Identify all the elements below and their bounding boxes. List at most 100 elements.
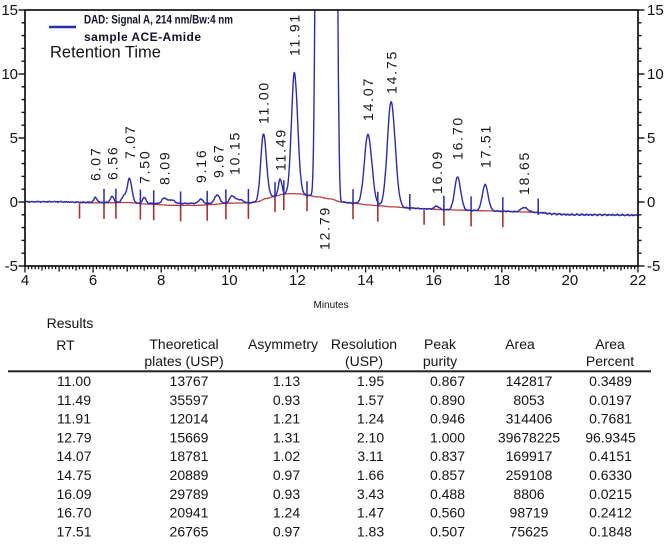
svg-text:0.3489: 0.3489 xyxy=(589,373,632,389)
svg-text:0.93: 0.93 xyxy=(273,486,300,502)
svg-text:10: 10 xyxy=(647,66,664,83)
svg-text:0.0197: 0.0197 xyxy=(589,392,632,408)
svg-text:0.93: 0.93 xyxy=(273,392,300,408)
svg-text:16.70: 16.70 xyxy=(450,116,466,160)
svg-text:RT: RT xyxy=(56,337,75,353)
svg-text:sample ACE-Amide: sample ACE-Amide xyxy=(84,30,201,44)
svg-text:0.890: 0.890 xyxy=(430,392,465,408)
svg-text:11.00: 11.00 xyxy=(57,373,91,389)
svg-text:1.57: 1.57 xyxy=(357,392,384,408)
svg-text:14: 14 xyxy=(357,272,374,289)
svg-text:11.91: 11.91 xyxy=(57,411,91,427)
svg-text:10: 10 xyxy=(1,66,18,83)
svg-text:26765: 26765 xyxy=(170,523,209,539)
svg-text:5: 5 xyxy=(647,130,655,147)
svg-text:8.09: 8.09 xyxy=(157,151,173,185)
svg-text:15: 15 xyxy=(1,2,18,19)
svg-text:17.51: 17.51 xyxy=(56,523,91,539)
svg-text:11.00: 11.00 xyxy=(256,81,272,124)
svg-text:Retention Time: Retention Time xyxy=(50,44,161,62)
svg-text:Results: Results xyxy=(47,315,94,331)
svg-text:12014: 12014 xyxy=(170,411,209,427)
svg-text:0: 0 xyxy=(647,194,655,211)
svg-text:15: 15 xyxy=(647,2,664,19)
svg-text:98719: 98719 xyxy=(510,505,549,521)
svg-text:10.15: 10.15 xyxy=(227,131,243,175)
svg-text:14.75: 14.75 xyxy=(56,467,91,483)
svg-text:96.9345: 96.9345 xyxy=(585,429,636,445)
svg-text:Asymmetry: Asymmetry xyxy=(248,336,318,352)
svg-text:0: 0 xyxy=(10,194,18,211)
svg-text:12.79: 12.79 xyxy=(56,429,91,445)
svg-text:Minutes: Minutes xyxy=(313,300,348,311)
svg-text:20941: 20941 xyxy=(170,505,209,521)
svg-text:20: 20 xyxy=(562,272,579,289)
svg-text:0.488: 0.488 xyxy=(430,486,465,502)
svg-text:16.09: 16.09 xyxy=(429,150,445,194)
svg-text:142817: 142817 xyxy=(506,373,553,389)
svg-text:-5: -5 xyxy=(647,258,660,275)
svg-text:16.09: 16.09 xyxy=(56,486,91,502)
svg-text:17.51: 17.51 xyxy=(477,124,493,168)
svg-text:35597: 35597 xyxy=(170,392,209,408)
svg-text:11.91: 11.91 xyxy=(287,13,303,56)
svg-text:1.95: 1.95 xyxy=(357,373,384,389)
svg-text:8053: 8053 xyxy=(513,392,544,408)
svg-text:9.67: 9.67 xyxy=(210,144,226,178)
svg-text:3.43: 3.43 xyxy=(357,486,384,502)
svg-text:0.837: 0.837 xyxy=(430,448,465,464)
svg-text:0.4151: 0.4151 xyxy=(589,448,632,464)
svg-text:6.07: 6.07 xyxy=(88,147,104,181)
svg-text:9.16: 9.16 xyxy=(193,149,209,183)
svg-text:Area: Area xyxy=(595,336,625,352)
svg-text:11.49: 11.49 xyxy=(272,128,288,171)
svg-text:1.66: 1.66 xyxy=(357,467,384,483)
svg-text:13767: 13767 xyxy=(170,373,209,389)
svg-text:4: 4 xyxy=(21,272,29,289)
svg-text:12.79: 12.79 xyxy=(317,206,333,250)
svg-text:1.47: 1.47 xyxy=(357,505,384,521)
svg-text:Area: Area xyxy=(505,336,535,352)
svg-text:8806: 8806 xyxy=(513,486,544,502)
svg-text:0.97: 0.97 xyxy=(273,467,300,483)
svg-text:0.867: 0.867 xyxy=(430,373,465,389)
svg-text:16.70: 16.70 xyxy=(56,505,91,521)
svg-text:20889: 20889 xyxy=(170,467,209,483)
svg-text:Resolution: Resolution xyxy=(331,336,397,352)
svg-text:314406: 314406 xyxy=(506,411,553,427)
svg-text:1.02: 1.02 xyxy=(273,448,300,464)
svg-text:Peak: Peak xyxy=(424,336,457,352)
svg-text:1.24: 1.24 xyxy=(357,411,384,427)
svg-text:18.65: 18.65 xyxy=(516,151,532,195)
svg-text:6: 6 xyxy=(89,272,97,289)
svg-text:2.10: 2.10 xyxy=(357,429,384,445)
svg-text:29789: 29789 xyxy=(170,486,209,502)
svg-text:3.11: 3.11 xyxy=(357,448,383,464)
svg-text:14.75: 14.75 xyxy=(383,50,399,94)
svg-text:39678225: 39678225 xyxy=(498,429,561,445)
svg-text:0.507: 0.507 xyxy=(430,523,465,539)
svg-text:0.1848: 0.1848 xyxy=(589,523,632,539)
svg-text:1.31: 1.31 xyxy=(273,429,300,445)
svg-text:6.56: 6.56 xyxy=(104,146,120,180)
svg-text:169917: 169917 xyxy=(506,448,553,464)
svg-text:15669: 15669 xyxy=(170,429,209,445)
svg-text:5: 5 xyxy=(10,130,18,147)
svg-text:0.7681: 0.7681 xyxy=(589,411,632,427)
svg-text:7.07: 7.07 xyxy=(122,125,138,159)
svg-text:1.21: 1.21 xyxy=(273,411,300,427)
svg-text:14.07: 14.07 xyxy=(360,77,376,121)
svg-text:1.83: 1.83 xyxy=(357,523,384,539)
svg-text:0.2412: 0.2412 xyxy=(589,505,632,521)
svg-text:Percent: Percent xyxy=(586,353,634,369)
svg-text:7.50: 7.50 xyxy=(136,150,152,184)
svg-text:18: 18 xyxy=(493,272,510,289)
svg-text:0.0215: 0.0215 xyxy=(589,486,632,502)
svg-text:259108: 259108 xyxy=(506,467,553,483)
svg-text:(USP): (USP) xyxy=(345,353,383,369)
svg-text:0.857: 0.857 xyxy=(430,467,465,483)
svg-text:12: 12 xyxy=(289,272,306,289)
svg-text:1.000: 1.000 xyxy=(430,429,465,445)
svg-text:DAD: Signal A, 214 nm/Bw:4 nm: DAD: Signal A, 214 nm/Bw:4 nm xyxy=(84,13,233,27)
svg-text:16: 16 xyxy=(425,272,442,289)
